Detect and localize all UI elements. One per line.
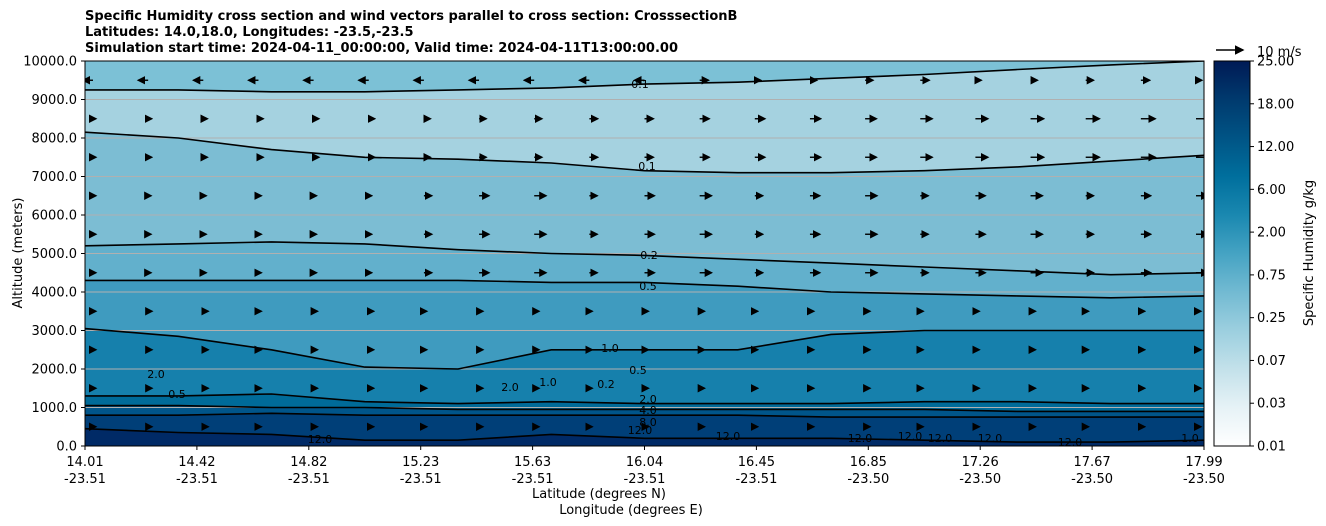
contour-line: [85, 61, 1204, 93]
grid-lines: [85, 61, 1204, 446]
contour-line: [85, 412, 1204, 418]
colorbar-tick-label: 6.00: [1257, 183, 1286, 198]
x-tick-label-lon: -23.51: [624, 472, 666, 487]
contour-label: 12.0: [308, 433, 333, 446]
y-axis-label: Altitude (meters): [11, 198, 26, 309]
x-tick-label-lon: -23.51: [64, 472, 106, 487]
x-tick-label-lat: 15.63: [514, 455, 551, 470]
x-tick-label-lon: -23.50: [847, 472, 889, 487]
x-tick-label-lat: 16.85: [850, 455, 887, 470]
x-tick-label-lat: 17.99: [1185, 455, 1222, 470]
contour-label: 12.0: [928, 432, 953, 445]
colorbar-tick-label: 0.01: [1257, 440, 1286, 455]
x-tick-label-lon: -23.50: [1071, 472, 1113, 487]
fill-band: [85, 241, 1204, 298]
contour-label: 12.0: [978, 432, 1003, 445]
x-tick-label-lat: 15.23: [402, 455, 439, 470]
contour-line: [85, 427, 1204, 443]
x-tick-label-lon: -23.50: [959, 472, 1001, 487]
contour-labels: 0.10.10.20.51.00.50.22.02.04.08.012.012.…: [147, 78, 1199, 449]
contour-label: 12.0: [898, 430, 923, 443]
colorbar-tick-label: 2.00: [1257, 226, 1286, 241]
x-tick-label-lat: 16.45: [738, 455, 775, 470]
contour-label: 1.0: [539, 376, 557, 389]
quiver-key-label: 10 m/s: [1257, 45, 1302, 60]
fill-band: [85, 405, 1204, 418]
y-tick-label: 0.0: [56, 440, 77, 455]
contour-line: [85, 241, 1204, 276]
contour-label: 4.0: [639, 404, 657, 417]
x-tick-label-lat: 14.82: [290, 455, 327, 470]
contour-line: [85, 404, 1204, 413]
colorbar-tick-label: 0.25: [1257, 311, 1286, 326]
colorbar-tick-label: 0.03: [1257, 397, 1286, 412]
contour-label: 0.2: [640, 249, 658, 262]
contour-label: 2.0: [501, 381, 519, 394]
x-tick-label-lat: 17.26: [962, 455, 999, 470]
x-axis-label-lat: Latitude (degrees N): [532, 487, 666, 502]
x-tick-label-lat: 16.04: [626, 455, 663, 470]
fill-band: [85, 132, 1204, 275]
contour-label: 12.0: [716, 430, 741, 443]
title-line-3: Simulation start time: 2024-04-11_00:00:…: [85, 41, 678, 56]
contour-label: 1.0: [601, 342, 619, 355]
contour-line: [85, 131, 1204, 174]
x-tick-label-lat: 14.01: [66, 455, 103, 470]
y-tick-label: 8000.0: [32, 132, 78, 147]
x-axis-label-lon: Longitude (degrees E): [559, 503, 703, 518]
contour-label: 2.0: [147, 368, 165, 381]
fill-band: [85, 428, 1204, 446]
colorbar-ticks: 25.00 18.00 12.00 6.00 2.00 0.75 0.25 0.07 0.03 0…: [1250, 55, 1294, 455]
title-line-1: Specific Humidity cross section and wind…: [85, 9, 738, 24]
contour-label: 0.5: [639, 280, 657, 293]
y-tick-label: 10000.0: [23, 55, 77, 70]
contour-label: 0.1: [631, 78, 649, 91]
x-axis-ticks: 14.01 -23.51 14.42 -23.51 14.82 -23.51 15.23 -2…: [64, 446, 1225, 487]
y-tick-label: 3000.0: [32, 324, 78, 339]
contour-label: 2.0: [639, 393, 657, 406]
y-tick-label: 2000.0: [32, 363, 78, 378]
x-tick-label-lon: -23.51: [512, 472, 554, 487]
y-tick-label: 7000.0: [32, 170, 78, 185]
contour-label: 12.0: [628, 424, 653, 437]
x-tick-label-lon: -23.51: [400, 472, 442, 487]
x-tick-label-lon: -23.50: [1183, 472, 1225, 487]
y-tick-label: 4000.0: [32, 286, 78, 301]
contour-line: [85, 393, 1204, 405]
contour-label: 0.2: [597, 378, 615, 391]
y-tick-label: 1000.0: [32, 401, 78, 416]
title-line-2: Latitudes: 14.0,18.0, Longitudes: -23.5,…: [85, 25, 414, 40]
colorbar-label: Specific Humidity g/kg: [1302, 180, 1317, 326]
colorbar-tick-label: 0.07: [1257, 354, 1286, 369]
contour-line: [85, 279, 1204, 299]
colorbar-tick-label: 0.75: [1257, 268, 1286, 283]
y-axis-ticks: 0.0 1000.0 2000.0 3000.0 4000.0 5000.0 6000.0 7…: [23, 55, 85, 455]
contour-label: 8.0: [639, 416, 657, 429]
plot-area: [85, 61, 1204, 446]
colorbar: [1213, 60, 1251, 447]
x-tick-label-lon: -23.51: [735, 472, 777, 487]
colorbar-tick-label: 18.00: [1257, 97, 1294, 112]
colorbar-tick-label: 25.00: [1257, 55, 1294, 70]
contour-label: 0.5: [629, 364, 647, 377]
contour-label: 1.0: [1181, 432, 1199, 445]
fill-band: [85, 61, 1204, 173]
chart-title: Specific Humidity cross section and wind…: [85, 9, 737, 57]
x-tick-label-lat: 17.67: [1073, 455, 1110, 470]
contour-label: 12.0: [1058, 436, 1083, 449]
colorbar-tick-label: 12.00: [1257, 140, 1294, 155]
y-tick-label: 5000.0: [32, 247, 78, 262]
x-tick-label-lon: -23.51: [288, 472, 330, 487]
contour-label: 0.5: [168, 388, 186, 401]
wind-vectors: [85, 76, 1204, 431]
contour-label: 12.0: [848, 432, 873, 445]
x-tick-label-lat: 14.42: [178, 455, 215, 470]
contour-label: 0.1: [638, 160, 656, 173]
x-tick-label-lon: -23.51: [176, 472, 218, 487]
y-tick-label: 6000.0: [32, 209, 78, 224]
y-tick-label: 9000.0: [32, 93, 78, 108]
fill-band: [85, 280, 1204, 369]
